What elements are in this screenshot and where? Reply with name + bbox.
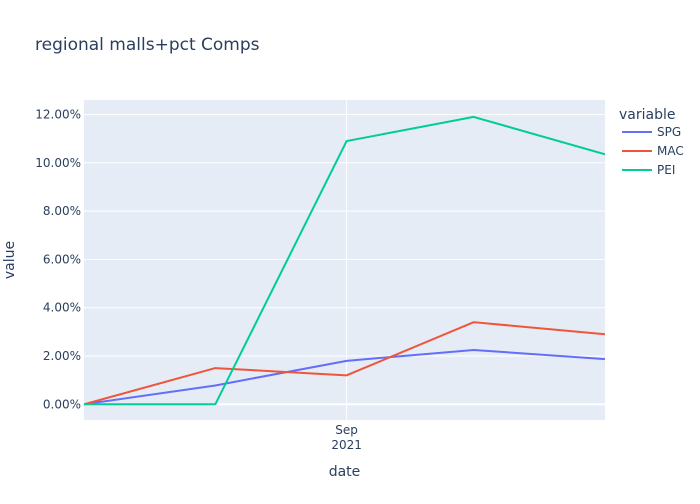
y-tick-label: 8.00% [43, 204, 81, 218]
series-line-mac [84, 321, 605, 406]
legend-label-spg: SPG [657, 125, 681, 139]
axis-ticks: 0.00% 2.00% 4.00% 6.00% 8.00% 10.00% 12.00% Sep… [35, 107, 362, 452]
series-line-pei [84, 115, 605, 406]
legend-title: variable [619, 107, 675, 123]
y-tick-label: 6.00% [43, 252, 81, 266]
legend-label-mac: MAC [657, 144, 684, 158]
chart-title: regional malls+pct Comps [35, 35, 260, 55]
y-tick-label: 2.00% [43, 349, 81, 363]
x-tick-label: Sep [335, 423, 358, 437]
grid-lines [84, 100, 605, 420]
legend-label-pei: PEI [657, 163, 675, 177]
y-tick-label: 12.00% [35, 107, 81, 121]
y-tick-label: 0.00% [43, 397, 81, 411]
series-lines [84, 115, 605, 406]
series-line-spg [84, 348, 605, 406]
y-tick-label: 10.00% [35, 156, 81, 170]
x-axis-title: date [329, 464, 361, 480]
legend: variable SPG MAC PEI [619, 107, 684, 177]
y-tick-label: 4.00% [43, 301, 81, 315]
plot-area [84, 100, 605, 420]
y-axis-title: value [2, 241, 18, 279]
x-tick-label-year: 2021 [331, 438, 362, 452]
